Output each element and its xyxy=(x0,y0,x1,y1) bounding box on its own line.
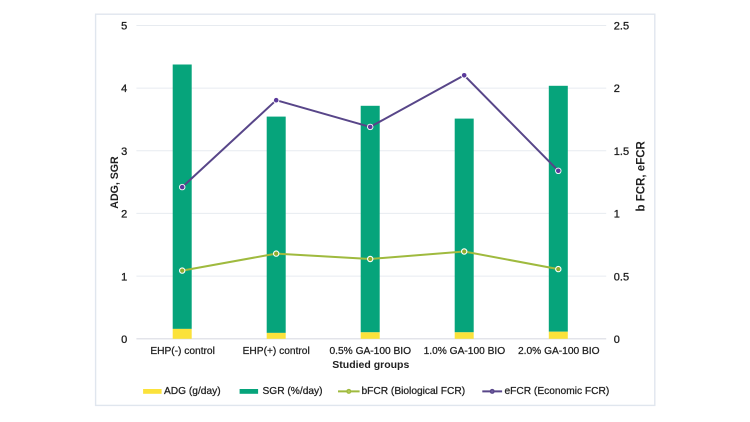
svg-text:2.5: 2.5 xyxy=(614,21,629,33)
svg-text:0: 0 xyxy=(121,334,127,346)
svg-text:EHP(+) control: EHP(+) control xyxy=(243,346,310,357)
svg-text:0: 0 xyxy=(614,334,620,346)
svg-text:bFCR (Biological FCR): bFCR (Biological FCR) xyxy=(362,386,466,397)
svg-text:3: 3 xyxy=(121,146,127,158)
svg-text:2: 2 xyxy=(614,83,620,95)
svg-text:2.0% GA-100 BIO: 2.0% GA-100 BIO xyxy=(518,346,600,357)
svg-text:b FCR, eFCR: b FCR, eFCR xyxy=(636,140,648,211)
svg-text:ADG, SGR: ADG, SGR xyxy=(109,156,121,209)
svg-text:EHP(-) control: EHP(-) control xyxy=(150,346,215,357)
svg-text:1.0% GA-100 BIO: 1.0% GA-100 BIO xyxy=(424,346,506,357)
svg-text:Studied groups: Studied groups xyxy=(332,359,409,371)
svg-text:2: 2 xyxy=(121,209,127,221)
svg-text:5: 5 xyxy=(121,21,127,33)
svg-text:1: 1 xyxy=(121,271,127,283)
svg-text:0.5: 0.5 xyxy=(614,271,629,283)
svg-text:eFCR (Economic FCR): eFCR (Economic FCR) xyxy=(505,386,610,397)
svg-text:ADG (g/day): ADG (g/day) xyxy=(164,386,221,397)
svg-text:SGR (%/day): SGR (%/day) xyxy=(263,386,323,397)
svg-text:1: 1 xyxy=(614,209,620,221)
svg-text:1.5: 1.5 xyxy=(614,146,629,158)
svg-text:4: 4 xyxy=(121,83,127,95)
svg-text:0.5% GA-100 BIO: 0.5% GA-100 BIO xyxy=(330,346,412,357)
